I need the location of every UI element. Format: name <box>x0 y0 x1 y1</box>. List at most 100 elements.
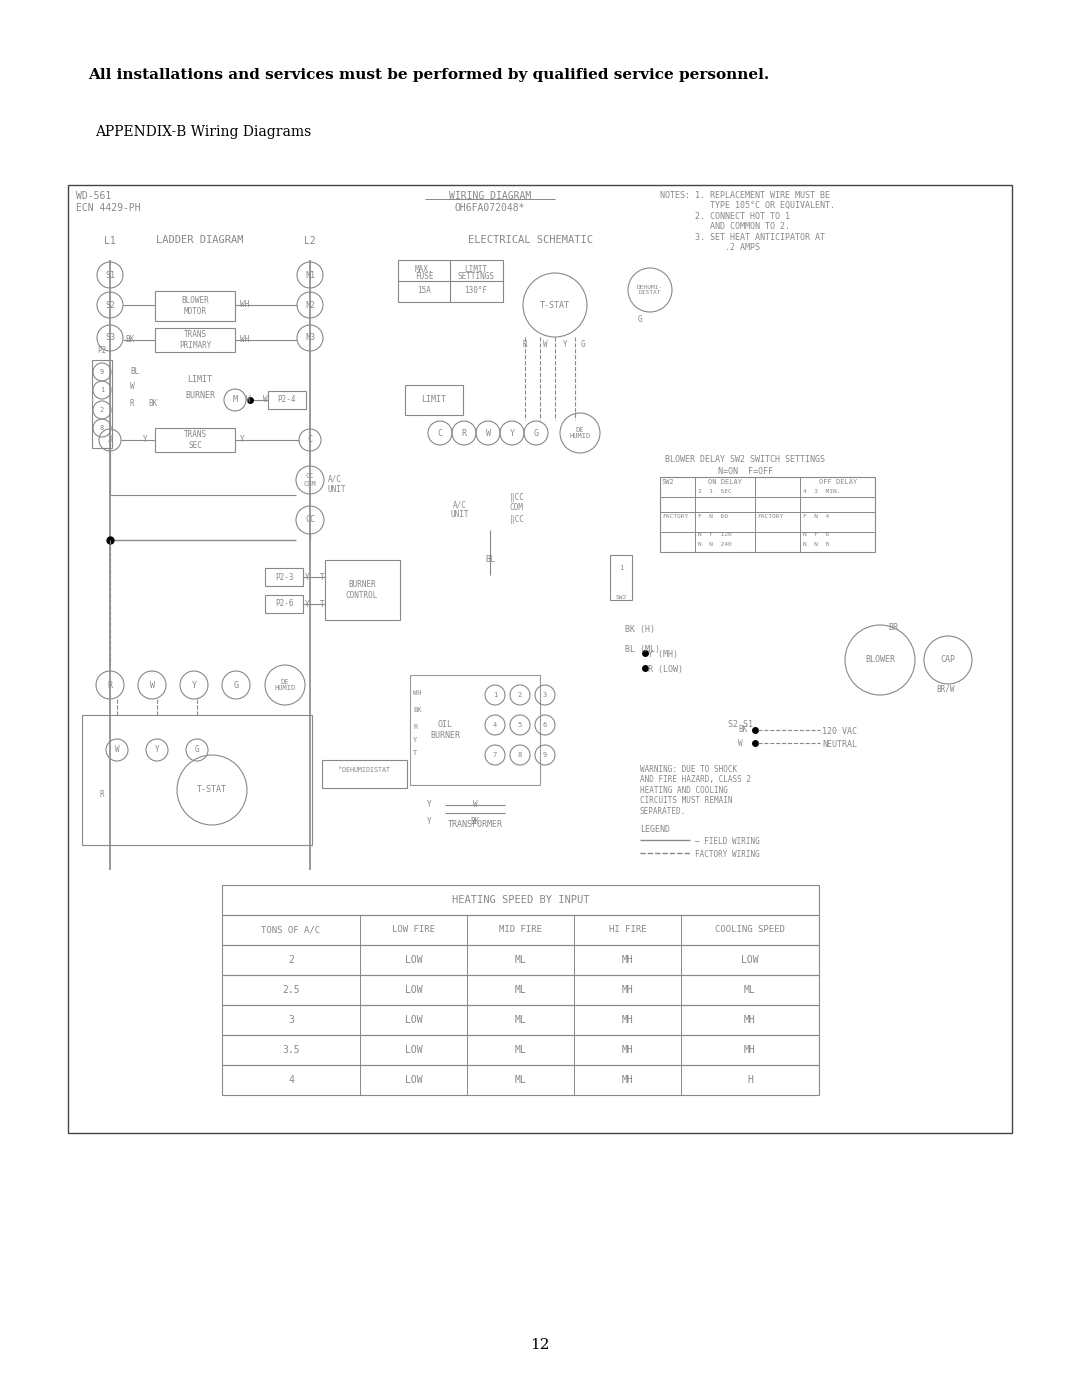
Text: LIMIT: LIMIT <box>421 395 446 405</box>
Text: W: W <box>262 395 268 404</box>
Bar <box>222 975 819 1004</box>
Text: OH6FA072048*: OH6FA072048* <box>455 203 525 212</box>
Text: R: R <box>130 400 135 408</box>
Text: 6: 6 <box>543 722 548 728</box>
Text: NOTES: 1. REPLACEMENT WIRE MUST BE
          TYPE 105°C OR EQUIVALENT.
       2.: NOTES: 1. REPLACEMENT WIRE MUST BE TYPE … <box>660 191 835 251</box>
Text: Y: Y <box>154 746 160 754</box>
Text: W: W <box>486 429 490 437</box>
Bar <box>222 886 819 915</box>
Text: DE
HUMID: DE HUMID <box>274 679 296 692</box>
Bar <box>68 184 1012 1133</box>
Text: T: T <box>413 750 417 756</box>
Text: R: R <box>413 724 417 731</box>
Text: T-STAT: T-STAT <box>197 785 227 795</box>
Text: 4  3  MIN.: 4 3 MIN. <box>804 489 840 495</box>
Text: WD-561: WD-561 <box>76 191 111 201</box>
Text: M: M <box>232 395 238 405</box>
Bar <box>268 391 306 409</box>
Text: Y: Y <box>191 680 197 690</box>
Text: 1: 1 <box>619 564 623 571</box>
Text: 5: 5 <box>518 722 522 728</box>
Text: LOW: LOW <box>405 1016 422 1025</box>
Text: LIMIT: LIMIT <box>188 376 213 384</box>
Text: R: R <box>523 339 527 349</box>
Text: ML: ML <box>515 956 526 965</box>
Text: L1: L1 <box>104 236 116 246</box>
Text: LOW: LOW <box>741 956 759 965</box>
Text: BR/W: BR/W <box>936 685 955 694</box>
Text: HI FIRE: HI FIRE <box>609 925 646 935</box>
Bar <box>265 569 303 585</box>
Text: Y: Y <box>510 429 514 437</box>
Text: R: R <box>100 789 105 799</box>
Text: BR: BR <box>888 623 897 631</box>
Bar <box>222 1035 819 1065</box>
Text: Y: Y <box>305 573 310 583</box>
Text: BK: BK <box>471 817 480 826</box>
Text: WIRING DIAGRAM: WIRING DIAGRAM <box>449 191 531 201</box>
Text: COOLING SPEED: COOLING SPEED <box>715 925 785 935</box>
Text: T: T <box>320 573 325 583</box>
Text: S3: S3 <box>105 334 114 342</box>
Text: TRANS
PRIMARY: TRANS PRIMARY <box>179 330 212 349</box>
Text: G: G <box>233 680 239 690</box>
Bar <box>92 360 112 448</box>
Text: 1: 1 <box>492 692 497 698</box>
Text: T: T <box>320 599 325 609</box>
Text: Y: Y <box>413 738 417 743</box>
Bar <box>410 675 540 785</box>
Text: S2: S2 <box>105 300 114 310</box>
Text: G: G <box>637 314 643 324</box>
Text: ‖CC: ‖CC <box>510 515 524 524</box>
Text: LOW FIRE: LOW FIRE <box>392 925 435 935</box>
Text: 1: 1 <box>99 387 104 393</box>
Text: All installations and services must be performed by qualified service personnel.: All installations and services must be p… <box>87 68 769 82</box>
Text: 2: 2 <box>288 956 294 965</box>
Text: Y: Y <box>305 599 310 609</box>
Bar <box>325 560 400 620</box>
Text: S2 S1: S2 S1 <box>728 719 753 729</box>
Text: WH: WH <box>240 300 249 309</box>
Bar <box>222 1004 819 1035</box>
Text: C: C <box>437 429 443 437</box>
Bar <box>610 555 632 599</box>
Text: ON DELAY: ON DELAY <box>708 479 742 485</box>
Text: W: W <box>738 739 743 747</box>
Text: LOW: LOW <box>405 1045 422 1055</box>
Text: SETTINGS: SETTINGS <box>458 272 495 281</box>
Text: TRANS
SEC: TRANS SEC <box>184 430 206 450</box>
Text: N2: N2 <box>305 300 315 310</box>
Text: W: W <box>473 800 477 809</box>
Bar <box>405 386 463 415</box>
Bar <box>156 427 235 453</box>
Text: BL: BL <box>130 367 139 376</box>
Text: W: W <box>130 381 135 391</box>
Text: 3: 3 <box>543 692 548 698</box>
Text: FACTORY WIRING: FACTORY WIRING <box>696 849 759 859</box>
Text: 4: 4 <box>492 722 497 728</box>
Text: LADDER DIAGRAM: LADDER DIAGRAM <box>157 235 244 244</box>
Text: H: H <box>747 1076 753 1085</box>
Text: S1: S1 <box>105 271 114 279</box>
Text: Y: Y <box>427 800 432 809</box>
Text: P2-3: P2-3 <box>274 573 294 581</box>
Text: MH: MH <box>622 956 633 965</box>
Text: SW2: SW2 <box>662 479 675 485</box>
Text: P2-6: P2-6 <box>274 599 294 609</box>
Bar <box>660 476 875 552</box>
Text: DE
HUMID: DE HUMID <box>569 426 591 440</box>
Text: CAP: CAP <box>941 655 956 665</box>
Text: BLOWER: BLOWER <box>865 655 895 665</box>
Text: 9: 9 <box>543 752 548 759</box>
Text: T-STAT: T-STAT <box>540 300 570 310</box>
Text: 2.5: 2.5 <box>282 985 300 995</box>
Text: – FIELD WIRING: – FIELD WIRING <box>696 837 759 847</box>
Bar <box>222 1065 819 1095</box>
Text: ECN 4429-PH: ECN 4429-PH <box>76 203 140 212</box>
Text: BLOWER
MOTOR: BLOWER MOTOR <box>181 296 208 316</box>
Text: W: W <box>245 395 251 404</box>
Text: A/C
UNIT: A/C UNIT <box>450 500 469 520</box>
Text: F  N  60: F N 60 <box>698 514 728 520</box>
Text: G: G <box>581 339 585 349</box>
Text: A/C
UNIT: A/C UNIT <box>328 475 347 495</box>
